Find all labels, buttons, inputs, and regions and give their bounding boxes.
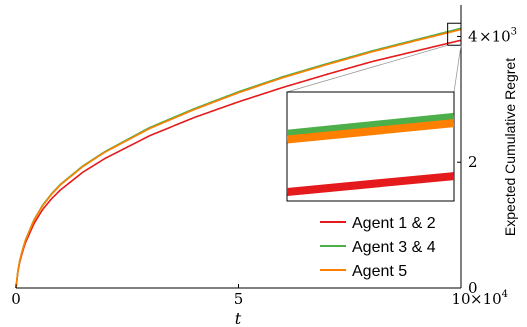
inset-series-line-1: [287, 172, 454, 196]
axis-labels: t Expected Cumulative Regret: [235, 58, 518, 327]
series-line-1: [15, 39, 462, 289]
zoom-connector-left: [286, 44, 448, 93]
zoom-region-box: [447, 22, 462, 46]
inset-lines: [287, 112, 454, 196]
inset-series-line-2: [287, 112, 454, 138]
series-curves: [15, 27, 462, 289]
x-tick-label-2: 5: [234, 290, 244, 308]
y-tick-label-3: 4: [468, 27, 478, 45]
x-axis-label: t: [235, 309, 242, 327]
series-line-3: [15, 28, 462, 289]
legend-label-2: Agent 3 & 4: [352, 239, 436, 256]
x-multiplier: ×104: [470, 289, 508, 308]
y-axis-label: Expected Cumulative Regret: [502, 58, 518, 236]
zoom-connector-right: [453, 45, 462, 93]
y-tick-label-2: 2: [468, 153, 478, 171]
x-multiplier-exponent: 4: [502, 289, 508, 300]
x-tick-label-3: 10: [451, 290, 470, 308]
legend: Agent 1 & 2 Agent 3 & 4 Agent 5: [320, 215, 436, 280]
legend-label-3: Agent 5: [352, 263, 407, 280]
inset-series-line-3: [287, 119, 454, 144]
y-tick-label-1: 0: [468, 279, 478, 297]
y-multiplier-exponent: 3: [511, 26, 517, 37]
zoom-inset: [286, 22, 462, 202]
y-multiplier: ×103: [479, 26, 517, 45]
legend-label-1: Agent 1 & 2: [352, 215, 436, 232]
x-tick-label-1: 0: [11, 290, 21, 308]
